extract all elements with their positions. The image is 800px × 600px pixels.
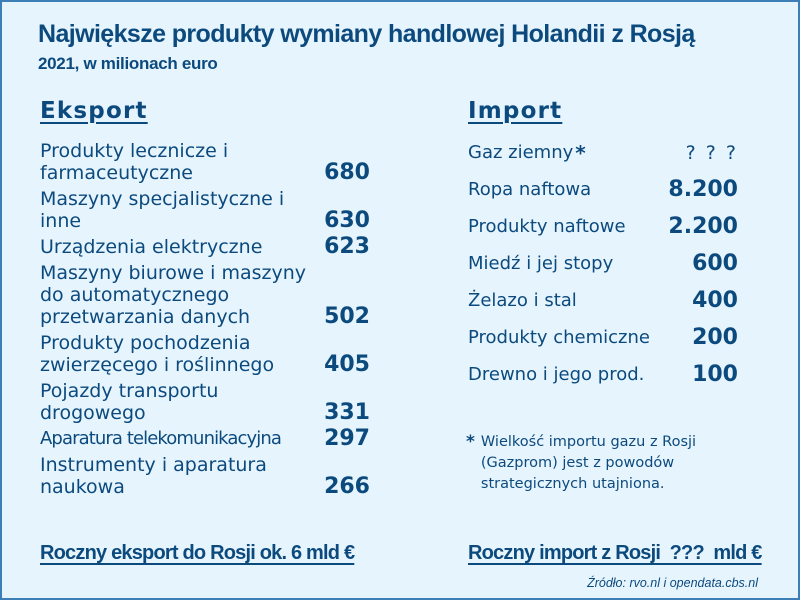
export-item: Maszyny biurowe i maszyny do automatyczn… (40, 262, 370, 328)
import-item-value: 600 (692, 251, 738, 276)
import-item-value: 200 (692, 325, 738, 350)
export-item-label: Produkty pochodzenia zwierzęcego i rośli… (40, 332, 275, 376)
import-item: Drewno i jego prod. 100 (468, 360, 738, 397)
export-item: Urządzenia elektryczne 623 (40, 234, 370, 259)
import-item-label: Drewno i jego prod. (468, 364, 645, 385)
export-item-value: 680 (324, 160, 370, 185)
import-item: Gaz ziemny * ? ? ? (468, 138, 738, 175)
import-item: Produkty naftowe 2.200 (468, 212, 738, 249)
export-item: Maszyny specjalistyczne i inne 630 (40, 188, 370, 232)
import-item: Produkty chemiczne 200 (468, 323, 738, 360)
import-item-value: ? ? ? (685, 142, 738, 164)
export-item-label: Produkty lecznicze i farmaceutyczne (40, 140, 229, 184)
export-list: Produkty lecznicze i farmaceutyczne 680 … (40, 140, 370, 502)
import-item-label: Żelazo i stal (468, 290, 577, 311)
export-summary: Roczny eksport do Rosji ok. 6 mld € (40, 542, 355, 564)
export-item-label: Pojazdy transportu drogowego (40, 380, 219, 424)
export-item: Instrumenty i aparatura naukowa 266 (40, 454, 370, 498)
import-item-label: Miedź i jej stopy (468, 253, 614, 274)
import-item: Ropa naftowa 8.200 (468, 175, 738, 212)
export-item-value: 266 (324, 474, 370, 499)
import-item-value: 100 (692, 362, 738, 387)
export-item: Pojazdy transportu drogowego 331 (40, 380, 370, 424)
import-item: Żelazo i stal 400 (468, 286, 738, 323)
export-item: Aparatura telekomunikacyjna 297 (40, 428, 370, 450)
import-item-label: Produkty chemiczne (468, 327, 650, 348)
import-item-label: Ropa naftowa (468, 179, 592, 200)
export-item-label: Maszyny specjalistyczne i inne (40, 188, 285, 232)
import-item-label: Gaz ziemny (468, 142, 574, 163)
export-item-label: Maszyny biurowe i maszyny do automatyczn… (40, 262, 307, 328)
export-item: Produkty lecznicze i farmaceutyczne 680 (40, 140, 370, 184)
footnote-text: Wielkość importu gazu z Rosji (Gazprom) … (480, 434, 697, 492)
export-heading: Eksport (40, 98, 148, 124)
export-item-value: 630 (324, 208, 370, 233)
import-list: Gaz ziemny * ? ? ? Ropa naftowa 8.200 Pro… (468, 138, 738, 397)
import-heading: Import (468, 98, 563, 124)
export-item-label: Instrumenty i aparatura naukowa (40, 454, 267, 498)
export-item-value: 502 (324, 304, 370, 329)
asterisk-marker: * (575, 141, 586, 165)
page-title: Największe produkty wymiany handlowej Ho… (38, 20, 695, 48)
export-item-value: 331 (324, 400, 370, 425)
import-item-value: 400 (692, 288, 738, 313)
import-item-label: Produkty naftowe (468, 216, 626, 237)
import-item: Miedź i jej stopy 600 (468, 249, 738, 286)
import-item-value: 2.200 (668, 214, 738, 239)
source-credit: Źródło: rvo.nl i opendata.cbs.nl (587, 576, 758, 590)
export-item-value: 405 (324, 352, 370, 377)
export-item-label: Urządzenia elektryczne (40, 236, 263, 258)
export-item-value: 297 (324, 426, 370, 451)
export-item: Produkty pochodzenia zwierzęcego i rośli… (40, 332, 370, 376)
import-summary: Roczny import z Rosji ??? mld € (468, 542, 762, 564)
asterisk-marker: * (466, 432, 475, 452)
import-item-value: 8.200 (668, 177, 738, 202)
page-subtitle: 2021, w milionach euro (38, 54, 218, 73)
export-item-value: 623 (324, 234, 370, 259)
export-item-label: Aparatura telekomunikacyjna (40, 428, 282, 449)
gas-footnote: * Wielkość importu gazu z Rosji (Gazprom)… (466, 432, 766, 495)
